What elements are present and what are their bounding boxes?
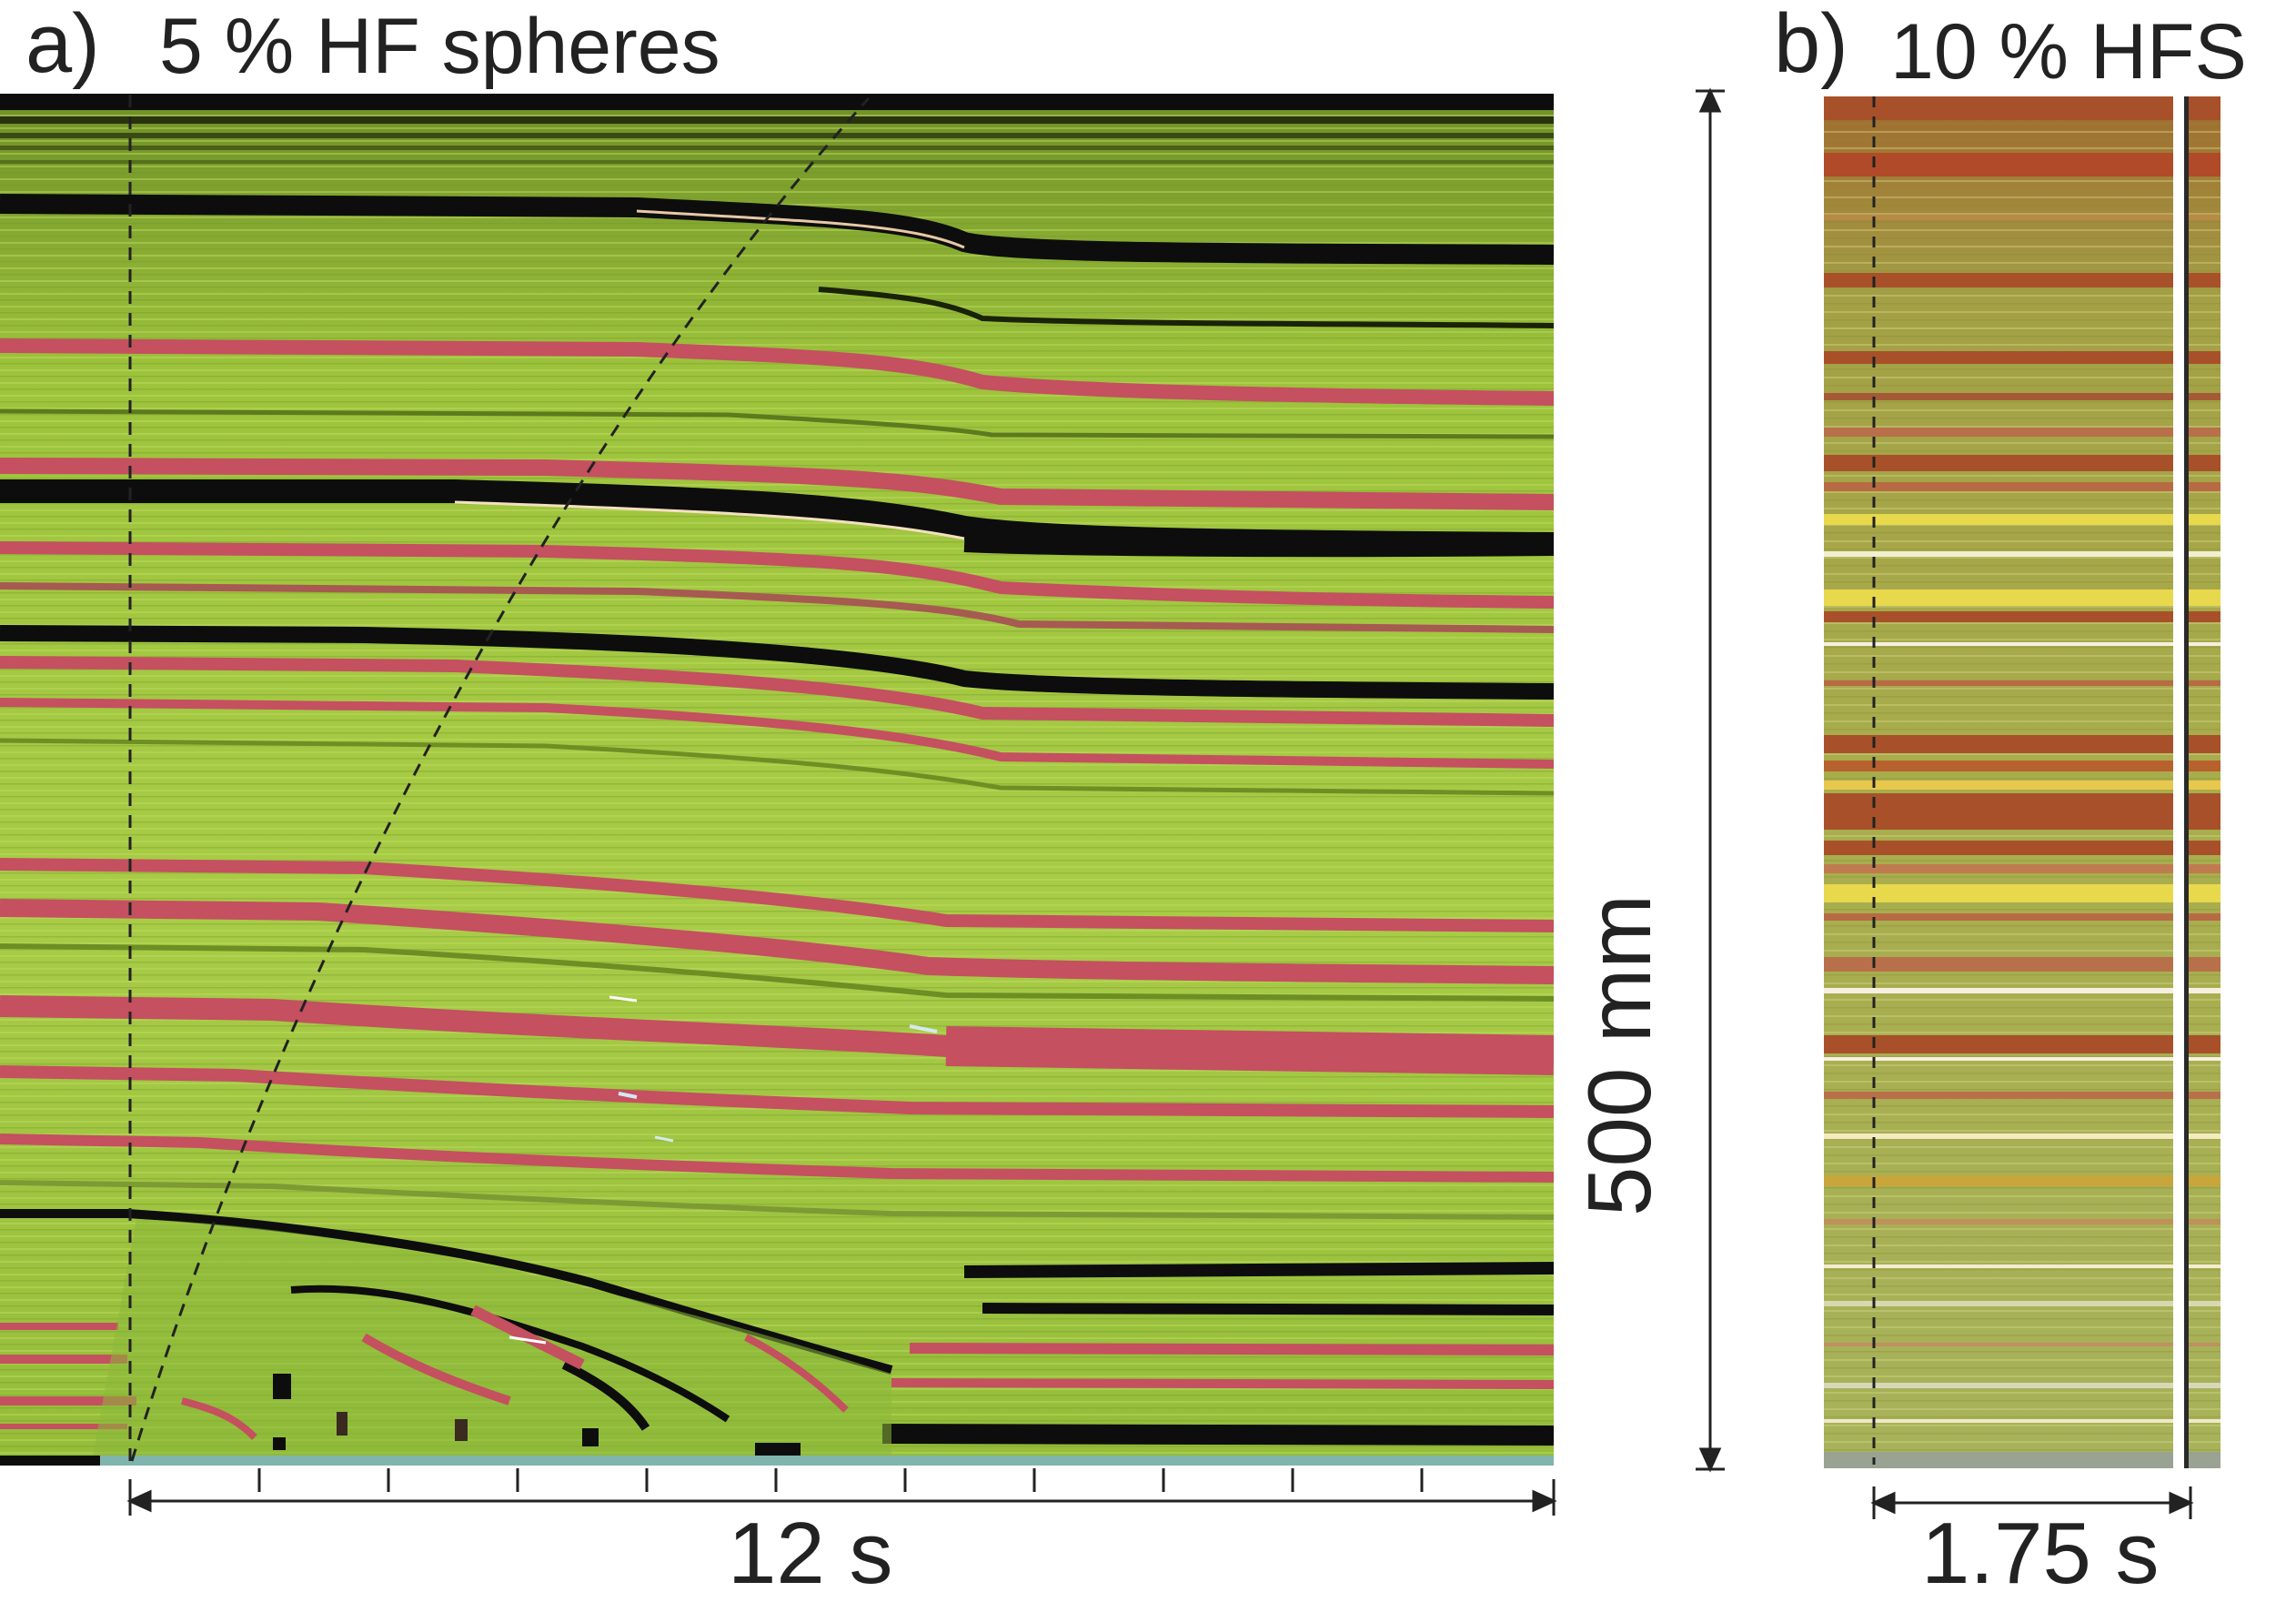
panel-b-stripes	[1824, 96, 2220, 1468]
panel-a-title: 5 % HF spheres	[159, 3, 720, 90]
layer-stripes	[0, 194, 1554, 1446]
panel-a-front-curve	[130, 96, 871, 1462]
panel-b-title: 10 % HFS	[1890, 8, 2247, 96]
panel-b-time-axis	[1870, 1486, 2194, 1519]
collapse-region	[91, 995, 938, 1466]
panel-a-image	[0, 94, 1554, 1466]
panel-a-time-label: 12 s	[728, 1505, 893, 1602]
height-scale-label: 500 mm	[1569, 893, 1669, 1217]
panel-b-time-label: 1.75 s	[1921, 1505, 2160, 1602]
panel-a-time-axis	[126, 1468, 1557, 1516]
panel-b-image	[1824, 96, 2220, 1468]
panel-a-letter: a)	[25, 0, 100, 90]
panel-b-letter: b)	[1774, 0, 1848, 90]
height-scale-bar	[1696, 87, 1725, 1473]
